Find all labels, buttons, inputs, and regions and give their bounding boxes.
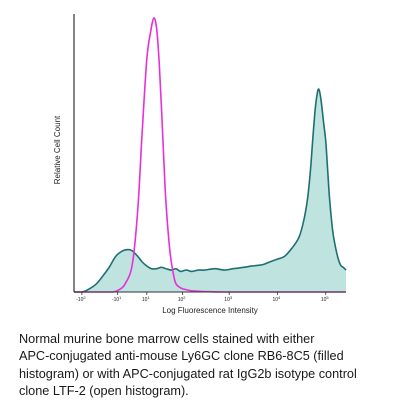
x-tick-label: -101 <box>112 295 122 303</box>
figure-caption: Normal murine bone marrow cells stained … <box>19 331 397 400</box>
x-tick-label: 101 <box>142 295 151 303</box>
filled-histogram-outline <box>74 88 347 293</box>
x-tick-label: 103 <box>224 295 233 303</box>
x-tick-label: 104 <box>272 295 281 303</box>
x-tick-label: -102 <box>76 295 86 303</box>
x-tick-label: 105 <box>321 295 330 303</box>
caption-line: APC-conjugated anti-mouse Ly6GC clone RB… <box>19 349 344 364</box>
caption-line: clone LTF-2 (open histogram). <box>19 383 189 398</box>
x-axis-label: Log Fluorescence Intensity <box>162 306 258 315</box>
filled-histogram-area <box>74 89 346 293</box>
plot-area <box>74 17 347 293</box>
caption-line: Normal murine bone marrow cells stained … <box>19 332 315 346</box>
x-axis-ticks: -102 -101 101 102 103 104 105 <box>76 292 329 303</box>
x-tick-label: 102 <box>178 295 187 303</box>
y-axis-label: Relative Cell Count <box>53 115 62 184</box>
flow-cytometry-histogram: -102 -101 101 102 103 104 105 Relative Cell Co… <box>53 14 347 315</box>
caption-line: histogram) or with APC-conjugated rat Ig… <box>19 366 357 381</box>
